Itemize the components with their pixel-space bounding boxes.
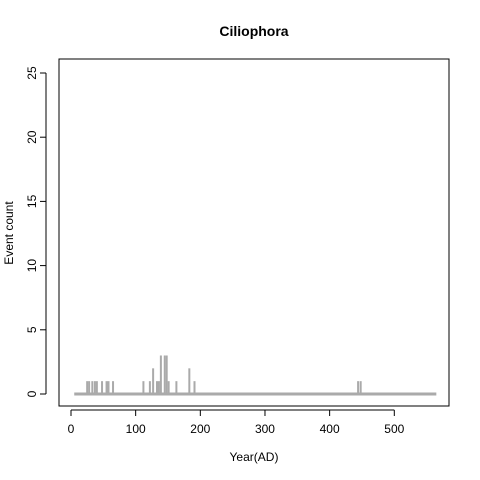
x-axis-label: Year(AD): [230, 450, 279, 464]
y-axis: 0 5 10 15 20 25: [25, 66, 47, 397]
plot-frame: [58, 58, 450, 407]
y-tick-label: 5: [25, 326, 39, 333]
x-axis: 0 100 200 300 400 500: [68, 409, 405, 436]
x-tick-label: 0: [68, 422, 75, 436]
chart-title: Ciliophora: [219, 23, 288, 39]
y-tick-label: 10: [25, 259, 39, 273]
y-tick-label: 25: [25, 66, 39, 80]
x-tick-label: 400: [320, 422, 340, 436]
y-tick-label: 15: [25, 194, 39, 208]
data-bars: [74, 355, 437, 396]
y-axis-label: Event count: [2, 201, 16, 265]
y-tick-label: 20: [25, 130, 39, 144]
x-tick-label: 500: [384, 422, 404, 436]
x-tick-label: 200: [190, 422, 210, 436]
x-tick-label: 100: [126, 422, 146, 436]
y-tick-label: 0: [25, 390, 39, 397]
x-tick-label: 300: [255, 422, 275, 436]
